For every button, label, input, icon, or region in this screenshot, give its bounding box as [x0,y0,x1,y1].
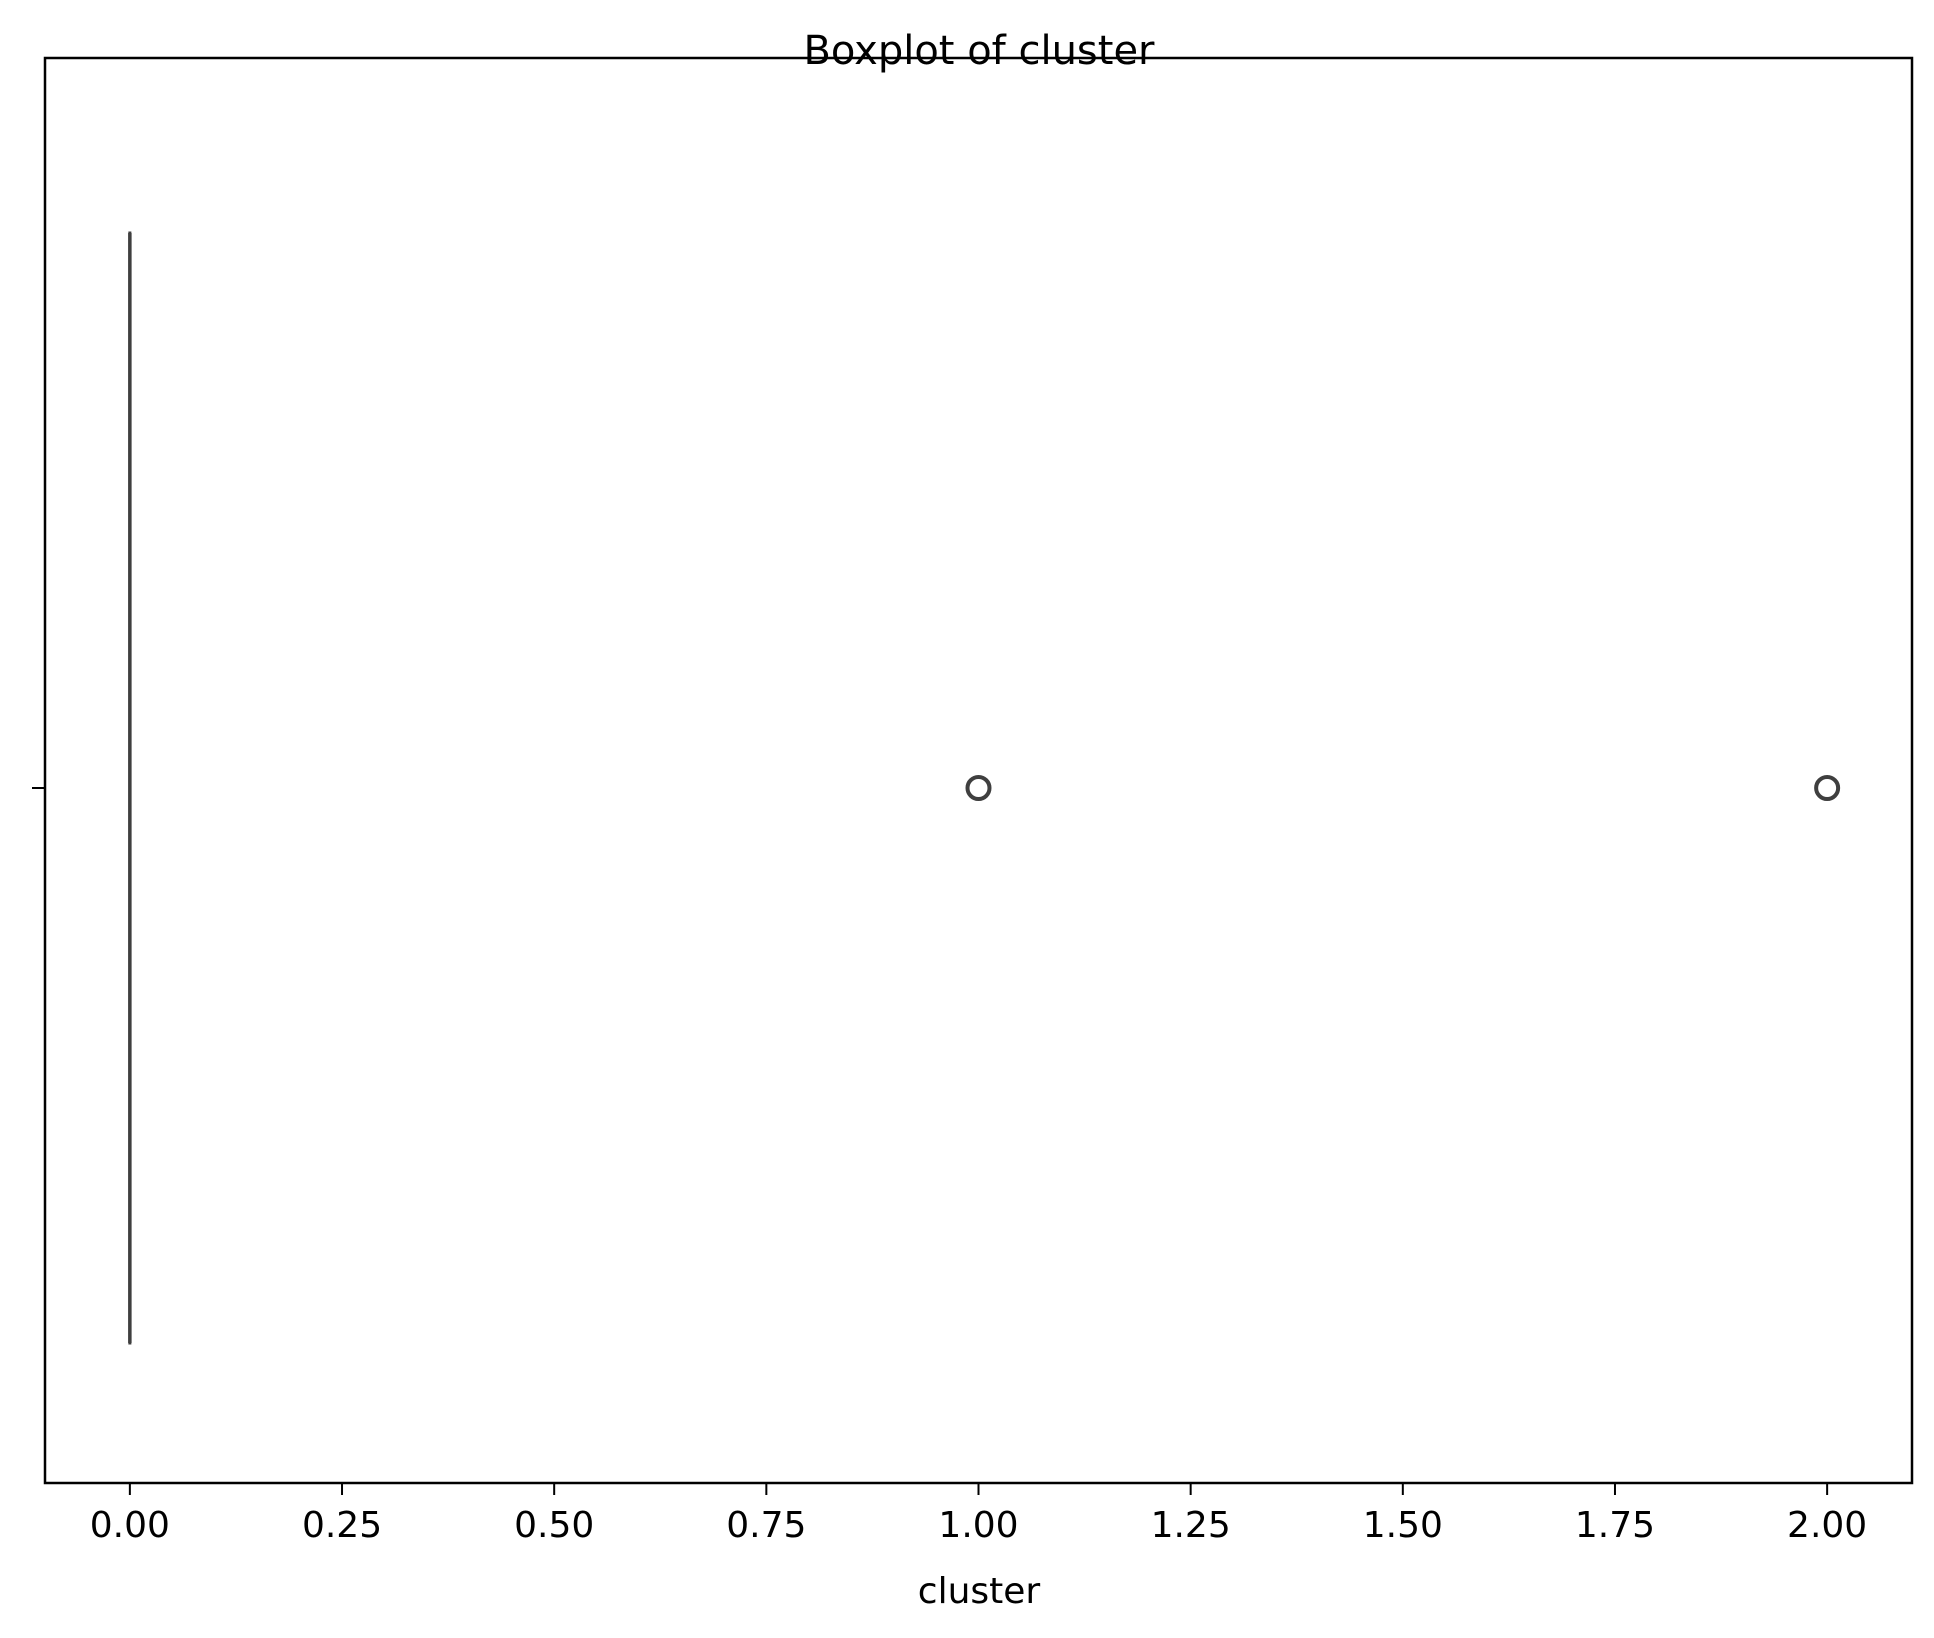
x-tick-label: 0.25 [302,1505,382,1546]
plot-area [43,56,1914,1485]
outlier-point [965,775,992,801]
x-tick-label: 1.50 [1363,1505,1443,1546]
chart-title: Boxplot of cluster [803,28,1155,74]
x-tick-label: 2.00 [1787,1505,1867,1546]
axes-frame [43,56,1914,1485]
x-axis: 0.00 0.25 0.50 0.75 1.00 1.25 1.50 1.75 2.00 [90,1483,1867,1546]
x-axis-label: cluster [918,1571,1041,1612]
x-tick-label: 0.00 [90,1505,170,1546]
outlier-point [1814,775,1841,801]
outliers [965,775,1841,801]
x-tick-label: 1.25 [1151,1505,1231,1546]
x-tick-label: 1.75 [1575,1505,1655,1546]
x-tick-label: 0.50 [514,1505,594,1546]
x-tick-label: 1.00 [938,1505,1018,1546]
x-tick-label: 0.75 [726,1505,806,1546]
